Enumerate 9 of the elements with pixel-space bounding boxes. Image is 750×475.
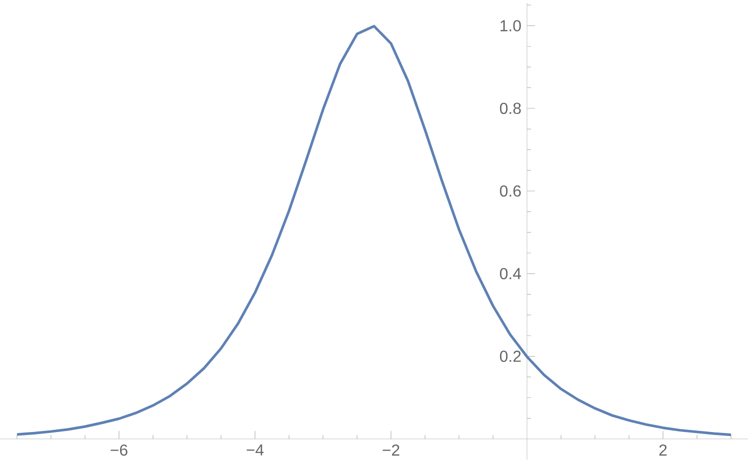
y-tick-label: 1.0 <box>500 20 521 32</box>
y-tick-label: 0.4 <box>500 268 522 280</box>
x-tick-label: −2 <box>382 444 400 456</box>
x-tick-label: −6 <box>110 444 128 456</box>
x-tick-label: 2 <box>659 444 667 456</box>
x-tick-label: −4 <box>246 444 264 456</box>
y-tick-label: 0.2 <box>500 350 521 362</box>
y-tick-label: 0.6 <box>500 185 521 197</box>
y-tick-label: 0.8 <box>500 102 521 114</box>
